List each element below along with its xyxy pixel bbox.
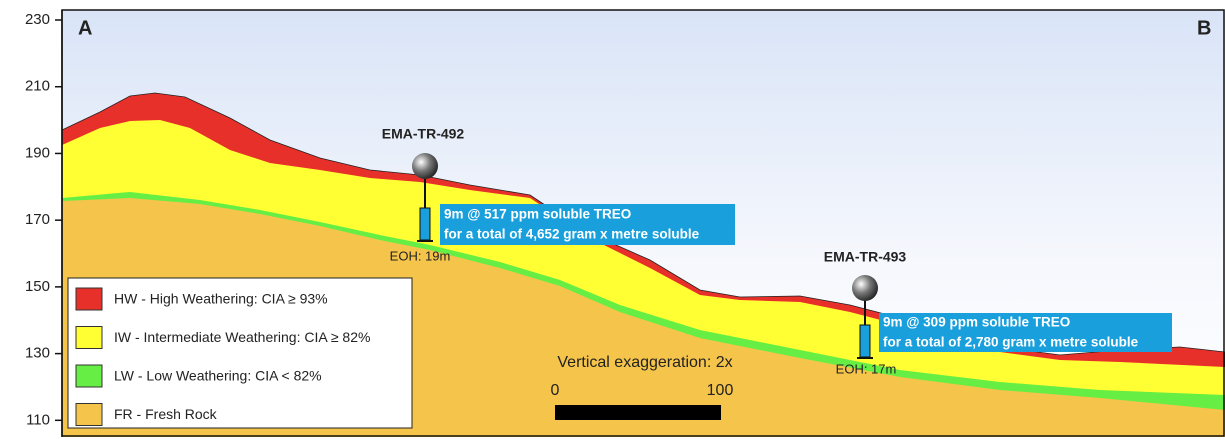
legend-swatch (76, 288, 102, 310)
legend-swatch (76, 404, 102, 426)
collar (412, 153, 438, 179)
scale-title: Vertical exaggeration: 2x (557, 354, 732, 371)
collar (852, 275, 878, 301)
result-line: 9m @ 309 ppm soluble TREO (883, 315, 1070, 330)
legend-swatch (76, 327, 102, 349)
scale-start: 0 (551, 382, 560, 399)
eoh: EOH: 17m (836, 361, 897, 376)
result-line: for a total of 4,652 gram x metre solubl… (444, 227, 700, 242)
y-tick-label: 110 (26, 411, 50, 428)
intercept (860, 325, 870, 357)
y-tick-label: 130 (25, 345, 50, 362)
legend-label: HW - High Weathering: CIA ≥ 93% (114, 291, 328, 307)
hole-name: EMA-TR-493 (824, 249, 907, 265)
y-tick-label: 230 (25, 11, 50, 28)
section-end: B (1197, 17, 1211, 39)
y-tick-label: 150 (25, 278, 50, 295)
legend-label: IW - Intermediate Weathering: CIA ≥ 82% (114, 329, 370, 345)
result-line: for a total of 2,780 gram x metre solubl… (883, 335, 1139, 350)
legend-swatch (76, 365, 102, 387)
legend-label: LW - Low Weathering: CIA < 82% (114, 368, 322, 384)
legend-label: FR - Fresh Rock (114, 406, 218, 422)
y-tick-label: 190 (25, 144, 50, 161)
diagram: A B EMA-TR-492 9m @ 517 ppm soluble TREO… (0, 0, 1225, 437)
y-tick-label: 170 (25, 211, 50, 228)
result-line: 9m @ 517 ppm soluble TREO (444, 207, 631, 222)
eoh: EOH: 19m (390, 248, 451, 263)
section-start: A (78, 17, 92, 39)
y-axis: 110 130 150 170 190 210 230 (25, 10, 62, 437)
scale-end: 100 (707, 382, 734, 399)
hole-name: EMA-TR-492 (382, 126, 465, 142)
y-tick-label: 210 (25, 78, 50, 95)
scale-rect (555, 405, 721, 420)
legend: HW - High Weathering: CIA ≥ 93% IW - Inte… (68, 278, 412, 428)
intercept (420, 208, 430, 240)
